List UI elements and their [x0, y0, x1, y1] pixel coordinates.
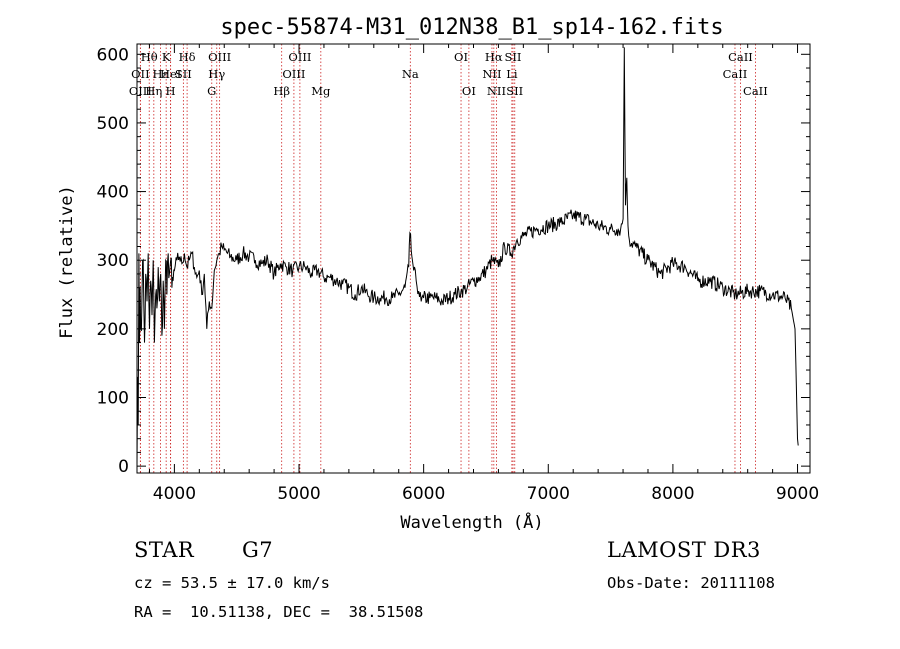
line-label-16: Mg [311, 84, 331, 98]
coordinates-text: RA = 10.51138, DEC = 38.51508 [134, 603, 424, 621]
line-label-18: OI [454, 50, 468, 64]
chart-title: spec-55874-M31_012N38_B1_sp14-162.fits [220, 15, 723, 40]
line-label-26: CaII [728, 50, 753, 64]
x-axis: 4000 5000 6000 7000 8000 9000 [148, 44, 819, 504]
line-label-19: OI [462, 84, 476, 98]
line-label-1: OII [131, 67, 150, 81]
y-axis: 0 100 200 300 400 500 600 [97, 45, 810, 477]
line-label-0: Hθ [141, 50, 158, 64]
line-label-4: Hε [153, 67, 169, 81]
line-label-22: NII [487, 84, 506, 98]
line-label-17: Na [402, 67, 419, 81]
line-label-28: CaII [743, 84, 768, 98]
line-label-11: Hγ [208, 67, 225, 81]
obs-date-text: Obs-Date: 20111108 [607, 574, 775, 592]
x-axis-label: Wavelength (Å) [400, 511, 543, 533]
y-axis-label: Flux (relative) [57, 185, 77, 339]
line-label-14: OIII [282, 67, 305, 81]
line-label-8: SII [175, 67, 192, 81]
line-label-3: K [162, 50, 171, 64]
line-label-20: Hα [485, 50, 503, 64]
line-label-5: Hη [145, 84, 162, 98]
x-tick-label-4: 8000 [651, 484, 694, 504]
line-label-13: OIII [288, 50, 311, 64]
line-label-12: G [207, 84, 216, 98]
x-tick-label-0: 4000 [153, 484, 196, 504]
line-label-25: SII [506, 84, 523, 98]
survey-name: LAMOST DR3 [607, 538, 761, 562]
line-label-7: HeI [160, 67, 181, 81]
line-label-2: OIII [129, 84, 152, 98]
y-tick-label-4: 400 [97, 183, 129, 203]
x-tick-label-1: 5000 [277, 484, 320, 504]
x-tick-label-2: 6000 [402, 484, 445, 504]
object-subclass: G7 [242, 538, 274, 562]
y-tick-label-6: 600 [97, 45, 129, 65]
line-label-27: CaII [723, 67, 748, 81]
line-label-21: NII [482, 67, 501, 81]
line-label-15: Hβ [273, 84, 290, 98]
line-label-6: H [166, 84, 176, 98]
y-tick-label-1: 100 [97, 388, 129, 408]
spectrum-line [136, 47, 799, 467]
line-label-23: SII [505, 50, 522, 64]
line-label-24: Li [506, 67, 518, 81]
redshift-text: cz = 53.5 ± 17.0 km/s [134, 574, 330, 592]
y-tick-label-2: 200 [97, 320, 129, 340]
line-label-10: OIII [208, 50, 231, 64]
line-label-9: Hδ [179, 50, 196, 64]
y-tick-label-3: 300 [97, 251, 129, 271]
object-class: STAR [134, 538, 195, 562]
x-tick-label-5: 9000 [776, 484, 819, 504]
y-tick-label-5: 500 [97, 114, 129, 134]
x-tick-label-3: 7000 [527, 484, 570, 504]
y-tick-label-0: 0 [118, 457, 129, 477]
